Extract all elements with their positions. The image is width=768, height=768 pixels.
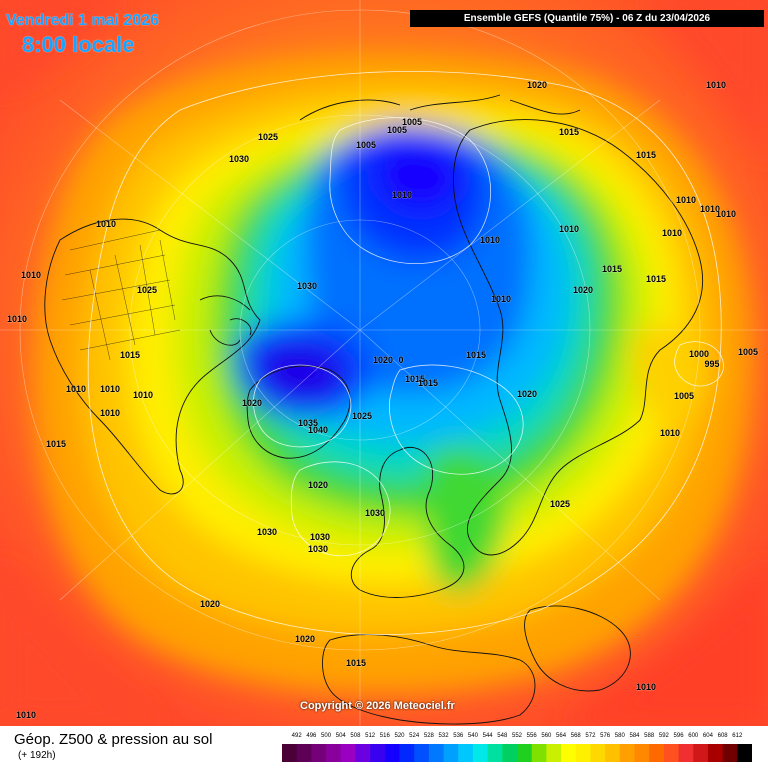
- isobar-label: 1020: [527, 80, 547, 90]
- isobar-label: 1030: [257, 527, 277, 537]
- color-scale-swatch: [311, 744, 326, 762]
- isobar-label: 1010: [133, 390, 153, 400]
- forecast-date: Vendredi 1 mai 2026: [6, 12, 159, 30]
- color-scale-swatch: [341, 744, 356, 762]
- color-scale-swatch: [429, 744, 444, 762]
- color-scale-swatch: [590, 744, 605, 762]
- isobar-label: 1010: [7, 314, 27, 324]
- color-scale-swatch: [679, 744, 694, 762]
- color-scale-swatch: [444, 744, 459, 762]
- color-scale-swatch: [414, 744, 429, 762]
- isobar-label: 1010: [100, 408, 120, 418]
- color-scale-swatch: [693, 744, 708, 762]
- isobar-label: 1010: [491, 294, 511, 304]
- isobar-label: 1015: [602, 264, 622, 274]
- isobar-label: 1025: [137, 285, 157, 295]
- isobar-label: 1015: [646, 274, 666, 284]
- color-scale-swatch: [532, 744, 547, 762]
- forecast-lead-time: (+ 192h): [18, 750, 56, 761]
- isobar-label: 1010: [96, 219, 116, 229]
- isobar-label: 1015: [418, 378, 438, 388]
- isobar-label: 1010: [392, 190, 412, 200]
- isobar-label: 1025: [258, 132, 278, 142]
- isobar-label: 1020: [200, 599, 220, 609]
- isobar-label: 1020: [295, 634, 315, 644]
- isobar-label: 1010: [480, 235, 500, 245]
- isobar-label: 1020: [573, 285, 593, 295]
- color-scale-swatch: [502, 744, 517, 762]
- isobar-label: 1010: [636, 682, 656, 692]
- isobar-label: 1015: [466, 350, 486, 360]
- color-scale-swatch: [458, 744, 473, 762]
- map-title: Géop. Z500 & pression au sol: [14, 731, 212, 748]
- color-scale-swatch: [620, 744, 635, 762]
- model-info-banner: Ensemble GEFS (Quantile 75%) - 06 Z du 2…: [410, 10, 764, 27]
- isobar-label: 1030: [297, 281, 317, 291]
- color-scale-legend: [282, 732, 752, 762]
- isobar-label: 1000: [689, 349, 709, 359]
- color-scale-swatch: [517, 744, 532, 762]
- isobar-label: 1015: [346, 658, 366, 668]
- isobar-label: 1015: [120, 350, 140, 360]
- isobar-label: 1030: [310, 532, 330, 542]
- isobar-label: 1010: [706, 80, 726, 90]
- isobar-label: 1005: [674, 391, 694, 401]
- isobar-label: 1010: [21, 270, 41, 280]
- isobar-label: 1010: [716, 209, 736, 219]
- color-scale-swatch: [488, 744, 503, 762]
- color-scale-swatch: [561, 744, 576, 762]
- isobar-label: 1030: [308, 544, 328, 554]
- isobar-label: 0: [398, 355, 403, 365]
- isobar-label: 1020: [517, 389, 537, 399]
- isobar-label: 1010: [662, 228, 682, 238]
- isobar-label: 1010: [559, 224, 579, 234]
- color-scale-swatch: [708, 744, 723, 762]
- isobar-label: 995: [704, 359, 719, 369]
- color-scale-swatch: [635, 744, 650, 762]
- isobar-label: 1005: [738, 347, 758, 357]
- color-scale-swatch: [576, 744, 591, 762]
- color-scale-swatch: [370, 744, 385, 762]
- color-scale-swatch: [473, 744, 488, 762]
- isobar-label: 1010: [66, 384, 86, 394]
- color-scale-swatch: [400, 744, 415, 762]
- copyright-notice: Copyright © 2026 Meteociel.fr: [300, 700, 455, 712]
- color-scale-swatch: [605, 744, 620, 762]
- isobar-label: 1015: [559, 127, 579, 137]
- isobar-label: 1025: [550, 499, 570, 509]
- color-scale-swatch: [649, 744, 664, 762]
- isobar-label: 1030: [365, 508, 385, 518]
- color-scale-swatch: [355, 744, 370, 762]
- isobar-label: 1015: [636, 150, 656, 160]
- color-scale-swatch: [664, 744, 679, 762]
- isobar-label: 1010: [16, 710, 36, 720]
- isobar-label: 1010: [660, 428, 680, 438]
- isobar-label: 1025: [352, 411, 372, 421]
- color-scale-swatch: [326, 744, 341, 762]
- isobar-label: 1040: [308, 425, 328, 435]
- isobar-label: 1005: [356, 140, 376, 150]
- isobar-label: 1010: [676, 195, 696, 205]
- color-scale-swatch: [385, 744, 400, 762]
- isobar-label: 1020: [242, 398, 262, 408]
- geopotential-map: 1020 1010 1005 1005 1005 1025 1030 1015 1015 1010…: [0, 0, 768, 726]
- color-scale-swatch: [282, 744, 297, 762]
- color-scale-swatch: [297, 744, 312, 762]
- isobar-label: 1020: [308, 480, 328, 490]
- forecast-time: 8:00 locale: [22, 32, 135, 58]
- isobar-label: 1005: [387, 125, 407, 135]
- color-scale-swatch: [737, 744, 752, 762]
- color-scale-swatch: [723, 744, 738, 762]
- color-scale-swatch: [546, 744, 561, 762]
- isobar-label: 1015: [46, 439, 66, 449]
- isobar-label: 1020: [373, 355, 393, 365]
- isobar-label: 1030: [229, 154, 249, 164]
- isobar-label: 1010: [100, 384, 120, 394]
